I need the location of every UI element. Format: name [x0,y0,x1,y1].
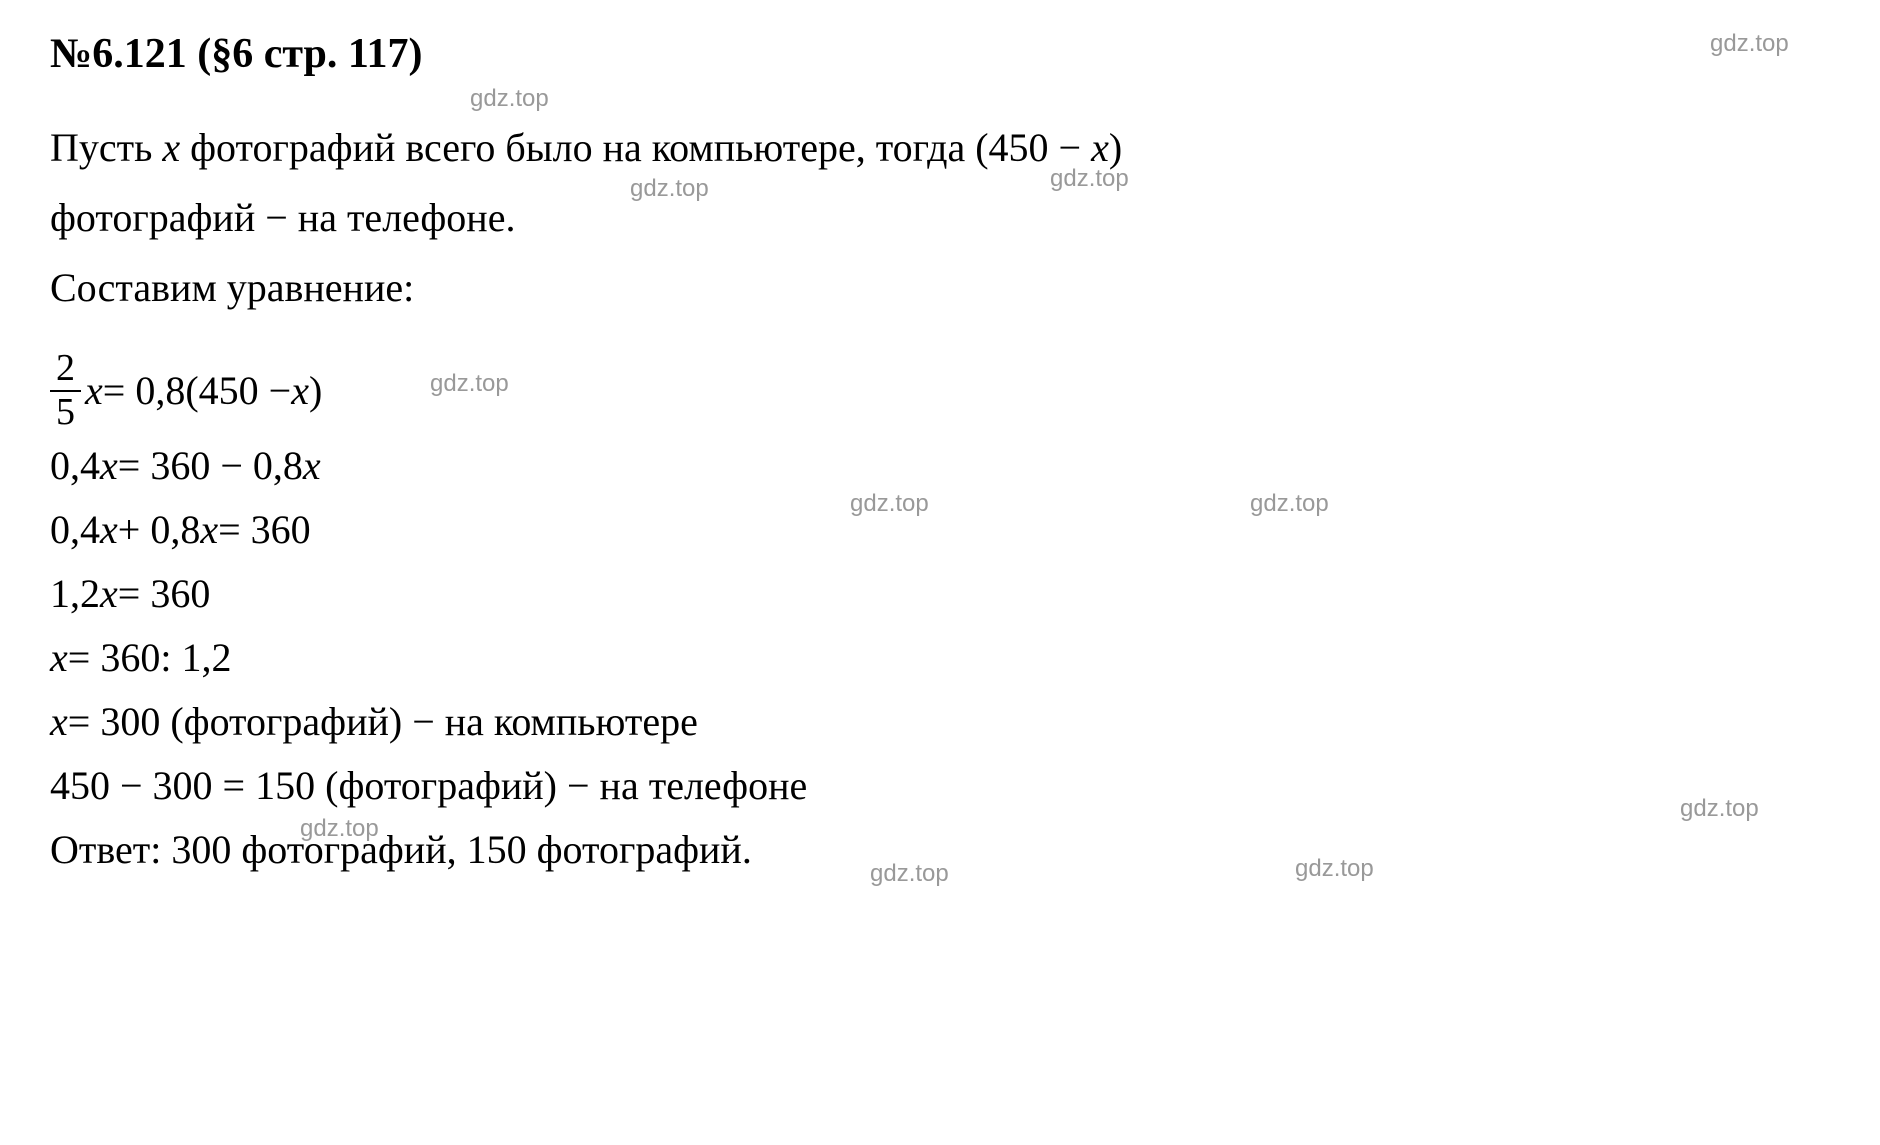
answer-line: Ответ: 300 фотографий, 150 фотографий. [50,818,1830,882]
variable-x: x [1091,125,1109,170]
equation-4: 1,2x = 360 [50,562,1830,626]
paragraph-1: Пусть x фотографий всего было на компьют… [50,118,1830,178]
equation-5: x = 360: 1,2 [50,626,1830,690]
equation-7: 450 − 300 = 150 (фотографий) − на телефо… [50,754,1830,818]
equation-text: 0,4 [50,498,100,562]
equation-text: ) [309,359,322,423]
equation-1: 2 5 x = 0,8(450 − x) [50,348,1830,434]
variable-x: x [85,359,103,423]
equation-text: = 360: 1,2 [68,626,232,690]
watermark-text: gdz.top [470,85,549,113]
variable-x: x [100,562,118,626]
variable-x: x [200,498,218,562]
paragraph-3: Составим уравнение: [50,258,1830,318]
equation-text: = 360 [118,562,211,626]
fraction-numerator: 2 [50,348,81,392]
paragraph-2: фотографий − на телефоне. [50,188,1830,248]
variable-x: x [162,125,180,170]
text-part: ) [1109,125,1122,170]
variable-x: x [50,626,68,690]
text-part: фотографий всего было на компьютере, тог… [180,125,1091,170]
variable-x: x [50,690,68,754]
variable-x: x [100,498,118,562]
equation-text: = 0,8(450 − [103,359,291,423]
variable-x: x [100,434,118,498]
equation-text: = 300 (фотографий) − на компьютере [68,690,698,754]
equation-6: x = 300 (фотографий) − на компьютере [50,690,1830,754]
equation-block: 2 5 x = 0,8(450 − x) 0,4x = 360 − 0,8x 0… [50,348,1830,882]
equation-2: 0,4x = 360 − 0,8x [50,434,1830,498]
equation-text: 0,4 [50,434,100,498]
equation-3: 0,4x + 0,8x = 360 [50,498,1830,562]
equation-text: = 360 − 0,8 [118,434,303,498]
variable-x: x [303,434,321,498]
equation-text: + 0,8 [118,498,201,562]
problem-title: №6.121 (§6 стр. 117) [50,30,1830,78]
fraction-denominator: 5 [50,392,81,434]
equation-text: 1,2 [50,562,100,626]
fraction: 2 5 [50,348,81,434]
equation-text: = 360 [218,498,311,562]
variable-x: x [291,359,309,423]
text-part: Пусть [50,125,162,170]
